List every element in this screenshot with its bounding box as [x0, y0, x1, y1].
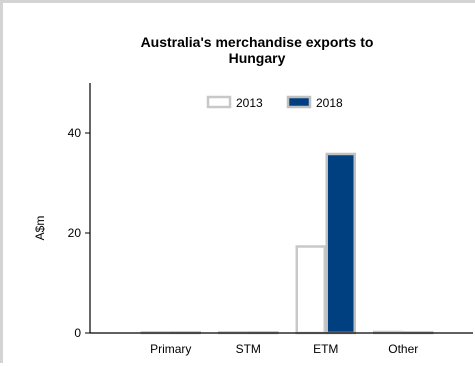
- x-category-label: STM: [236, 342, 261, 356]
- x-axis-categories: Primary STM ETM Other: [150, 342, 418, 356]
- legend: 2013 2018: [206, 95, 343, 110]
- legend-label-2018: 2018: [316, 96, 343, 110]
- y-tick-label: 20: [68, 226, 82, 240]
- legend-swatch-2018: [286, 95, 312, 109]
- bar-2018-etm: [325, 152, 356, 335]
- x-category-label: Other: [388, 342, 418, 356]
- bars: [140, 152, 434, 335]
- bar-2013-etm: [295, 245, 326, 335]
- y-axis-ticks: 0 20 40: [68, 126, 90, 340]
- legend-label-2013: 2013: [236, 96, 263, 110]
- chart-title-line-2: Hungary: [229, 50, 286, 66]
- legend-swatch-2013: [206, 95, 232, 109]
- x-category-label: Primary: [150, 342, 191, 356]
- y-tick-label: 0: [74, 326, 81, 340]
- chart-title-line-1: Australia's merchandise exports to: [141, 34, 374, 50]
- x-category-label: ETM: [313, 342, 338, 356]
- y-tick-label: 40: [68, 126, 82, 140]
- y-axis-label: A$m: [33, 216, 47, 241]
- bar-chart: Australia's merchandise exports to Hunga…: [33, 34, 473, 356]
